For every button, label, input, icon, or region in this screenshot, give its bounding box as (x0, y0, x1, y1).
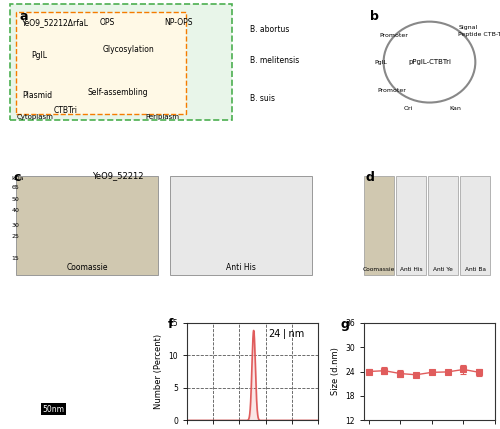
Text: Promoter: Promoter (377, 88, 406, 93)
Text: Ori: Ori (403, 106, 412, 111)
Text: YeO9_52212ΔrfaL: YeO9_52212ΔrfaL (22, 18, 90, 27)
Text: Promoter: Promoter (380, 33, 408, 38)
Text: OPS: OPS (100, 18, 114, 27)
Text: NP-OPS: NP-OPS (164, 18, 192, 27)
Text: Periplasm: Periplasm (146, 114, 180, 120)
Text: 50: 50 (12, 197, 20, 202)
Text: c: c (13, 171, 20, 184)
Bar (428, 176, 458, 275)
Bar (460, 176, 490, 275)
Text: Kan: Kan (449, 106, 461, 111)
Y-axis label: Size (d.nm): Size (d.nm) (330, 347, 340, 396)
Text: Plasmid: Plasmid (22, 91, 52, 100)
Text: B. melitensis: B. melitensis (250, 56, 300, 65)
Text: Anti His: Anti His (400, 267, 422, 272)
Text: Self-assembling: Self-assembling (87, 88, 148, 97)
Text: Coomassie: Coomassie (363, 267, 395, 272)
Bar (16, 176, 158, 275)
Y-axis label: Number (Percent): Number (Percent) (154, 334, 163, 409)
Text: Signal: Signal (458, 25, 477, 30)
Text: kDa: kDa (12, 176, 24, 181)
Text: Cytoplasm: Cytoplasm (16, 114, 53, 120)
Text: 25: 25 (12, 234, 20, 239)
Text: Anti Ba: Anti Ba (465, 267, 486, 272)
Text: 40: 40 (12, 208, 20, 213)
Text: CTBTri: CTBTri (53, 106, 77, 115)
Text: 50nm: 50nm (43, 405, 65, 414)
Text: pPglL-CTBTri: pPglL-CTBTri (408, 59, 451, 65)
Text: PglL: PglL (32, 51, 48, 60)
Text: g: g (340, 318, 349, 331)
Text: Anti Ye: Anti Ye (434, 267, 453, 272)
Text: Peptide CTB-Tri: Peptide CTB-Tri (458, 32, 500, 37)
Bar (16, 12, 185, 114)
Text: b: b (370, 10, 380, 23)
Text: Anti His: Anti His (226, 263, 256, 272)
Text: 30: 30 (12, 223, 20, 228)
Text: Glycosylation: Glycosylation (102, 45, 154, 54)
Text: PglL: PglL (374, 60, 388, 65)
Text: YeO9_52212: YeO9_52212 (92, 171, 144, 180)
Bar (396, 176, 426, 275)
Text: e: e (14, 326, 22, 338)
Bar (170, 176, 312, 275)
Bar (364, 176, 394, 275)
Text: B. abortus: B. abortus (250, 25, 290, 34)
Text: B. suis: B. suis (250, 94, 276, 103)
Text: Coomassie: Coomassie (66, 263, 108, 272)
Text: a: a (19, 10, 28, 23)
Text: 65: 65 (12, 184, 20, 190)
Text: d: d (365, 171, 374, 184)
Text: 15: 15 (12, 256, 20, 261)
Bar (10, 4, 232, 120)
Text: 24❘nm: 24❘nm (268, 329, 304, 339)
Text: f: f (168, 318, 173, 331)
